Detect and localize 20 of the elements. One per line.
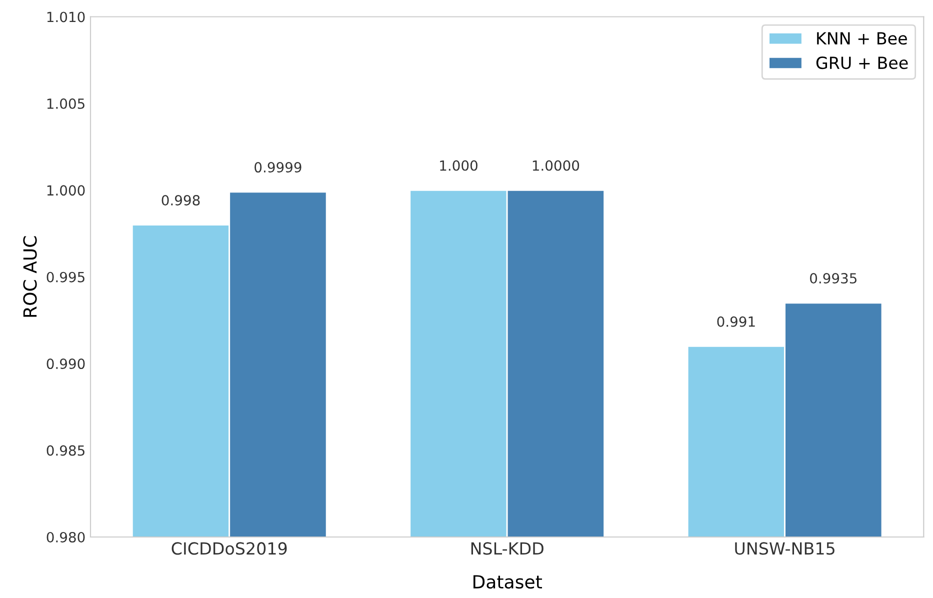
x-tick-label: NSL-KDD [471,542,544,555]
y-tick-label: 1.010 [47,12,85,22]
data-label: 0.9935 [810,273,856,284]
y-tick-label: 0.995 [46,272,84,282]
data-label: 0.998 [162,194,200,206]
legend-label: KNN + Bee [817,32,907,45]
x-tick-label: UNSW-NB15 [735,542,834,555]
legend-label: GRU + Bee [816,56,908,70]
y-tick-label: 0.990 [46,358,85,370]
data-label: 0.9999 [254,162,302,173]
y-tick-label: 1.005 [47,98,84,109]
data-label: 0.991 [717,316,755,327]
y-tick-label: 1.000 [47,185,85,196]
x-axis-title: Dataset [474,575,542,589]
data-label: 1.0000 [532,160,580,171]
y-tick-label: 0.985 [46,445,84,456]
data-label: 1.000 [440,160,478,171]
x-tick-label: CICDDoS2019 [172,542,287,555]
y-axis-title: ROC AUC [23,236,37,317]
y-tick-label: 0.980 [46,532,85,542]
